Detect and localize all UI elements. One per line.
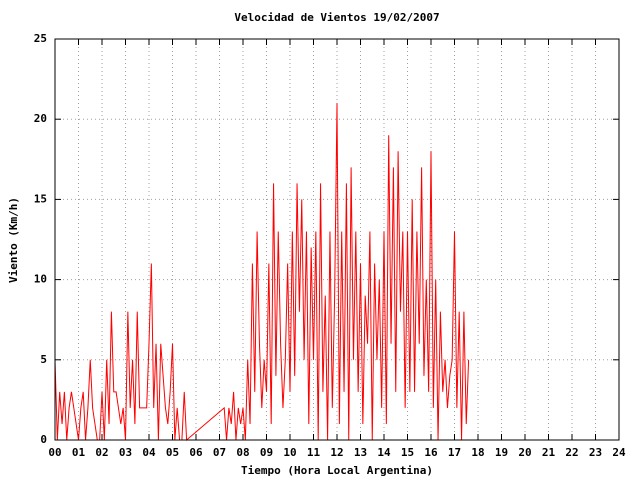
x-tick-label: 15 bbox=[401, 446, 414, 459]
x-tick-label: 19 bbox=[495, 446, 508, 459]
x-tick-label: 23 bbox=[589, 446, 602, 459]
x-tick-label: 00 bbox=[48, 446, 61, 459]
x-tick-label: 18 bbox=[471, 446, 484, 459]
plot-border bbox=[54, 38, 620, 441]
x-tick-label: 05 bbox=[166, 446, 179, 459]
x-tick-label: 02 bbox=[95, 446, 108, 459]
y-tick-label: 15 bbox=[34, 192, 47, 205]
x-tick-label: 12 bbox=[330, 446, 343, 459]
x-tick-label: 03 bbox=[119, 446, 132, 459]
y-tick-label: 20 bbox=[34, 112, 47, 125]
x-axis-label: Tiempo (Hora Local Argentina) bbox=[241, 464, 433, 477]
chart-title: Velocidad de Vientos 19/02/2007 bbox=[234, 11, 439, 24]
x-tick-label: 01 bbox=[72, 446, 86, 459]
wind-line bbox=[54, 103, 470, 442]
x-tick-label: 08 bbox=[236, 446, 249, 459]
x-tick-label: 20 bbox=[518, 446, 531, 459]
x-tick-label: 09 bbox=[260, 446, 273, 459]
x-tick-label: 17 bbox=[448, 446, 461, 459]
x-tick-label: 04 bbox=[142, 446, 156, 459]
x-tick-label: 24 bbox=[612, 446, 626, 459]
x-tick-label: 16 bbox=[424, 446, 438, 459]
y-axis-label: Viento (Km/h) bbox=[7, 197, 20, 283]
y-tick-label: 25 bbox=[34, 32, 47, 45]
x-tick-label: 22 bbox=[565, 446, 578, 459]
x-tick-label: 21 bbox=[542, 446, 556, 459]
x-tick-label: 10 bbox=[283, 446, 296, 459]
x-tick-label: 14 bbox=[377, 446, 391, 459]
x-tick-label: 11 bbox=[307, 446, 321, 459]
y-tick-label: 5 bbox=[40, 353, 47, 366]
x-tick-label: 13 bbox=[354, 446, 367, 459]
y-tick-label: 0 bbox=[40, 433, 47, 446]
x-tick-label: 07 bbox=[213, 446, 226, 459]
y-tick-label: 10 bbox=[34, 273, 47, 286]
x-tick-label: 06 bbox=[189, 446, 203, 459]
